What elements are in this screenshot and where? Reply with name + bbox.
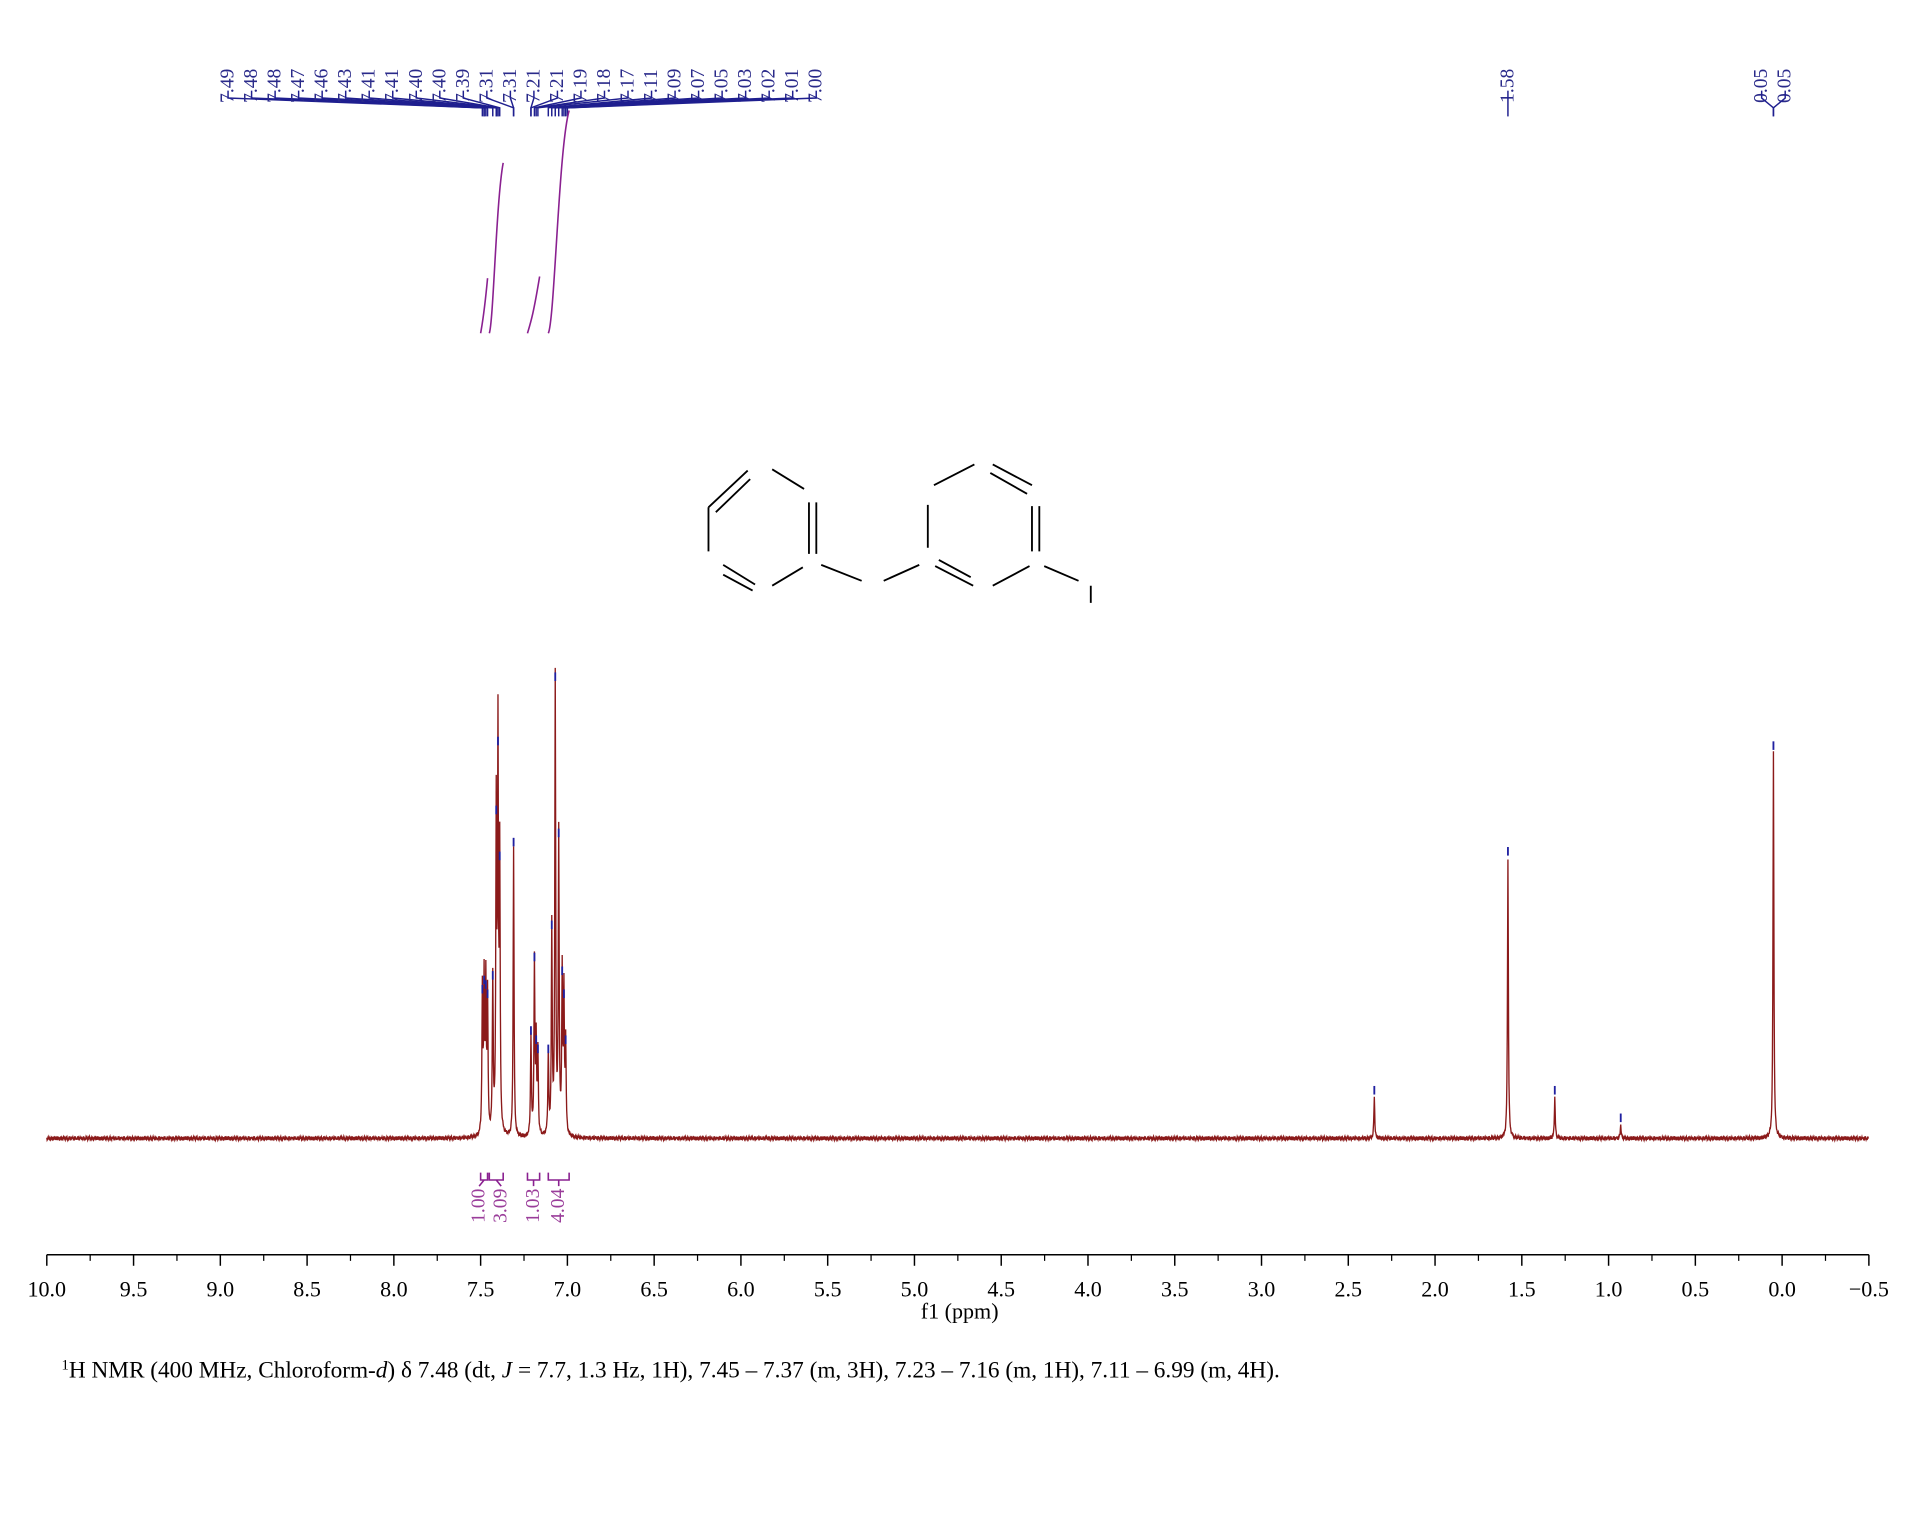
peak-connector <box>462 90 501 117</box>
peak-label: 7.43 <box>335 68 356 102</box>
integral-bracket <box>526 1172 541 1187</box>
peak-label: 7.03 <box>735 68 756 102</box>
peak-connector <box>547 90 653 117</box>
integral-curve <box>479 278 489 334</box>
integral-bracket <box>547 1172 570 1187</box>
x-tick-label: 3.0 <box>1248 1276 1276 1301</box>
peak-label: 7.31 <box>476 69 497 103</box>
peak-label: 7.09 <box>665 69 686 103</box>
peak-label: 0.05 <box>1751 68 1772 102</box>
peak-label: 7.07 <box>688 68 709 102</box>
peak-label: 7.19 <box>570 69 591 103</box>
x-tick-label: 3.5 <box>1161 1276 1189 1301</box>
peak-connector <box>344 90 494 117</box>
x-tick-label: 2.0 <box>1421 1276 1449 1301</box>
caption-part: = 7.7, 1.3 Hz, 1H), 7.45 – 7.37 (m, 3H),… <box>512 1357 1280 1383</box>
integral-label: 1.00 <box>469 1188 490 1222</box>
peak-label: 7.39 <box>453 69 474 103</box>
peak-label: 7.41 <box>359 69 380 103</box>
integral-label: 1.03 <box>523 1188 544 1222</box>
x-tick-label: −0.5 <box>1849 1276 1889 1301</box>
x-tick-label: 8.0 <box>380 1276 408 1301</box>
peak-label: 7.31 <box>500 69 521 103</box>
x-axis-label: f1 (ppm) <box>921 1298 999 1323</box>
peak-label: 1.58 <box>1497 68 1518 102</box>
integral-bracket <box>488 1172 504 1187</box>
x-tick-label: 2.5 <box>1335 1276 1363 1301</box>
peak-label: 7.40 <box>429 68 450 102</box>
peak-label: 7.49 <box>218 69 239 103</box>
x-tick-label: 4.0 <box>1074 1276 1102 1301</box>
peak-label: 7.40 <box>406 68 427 102</box>
spectrum-trace <box>46 667 1870 1143</box>
peak-label: 7.21 <box>547 69 568 103</box>
peak-connector <box>554 90 700 117</box>
structure <box>707 463 1092 603</box>
peak-connector <box>533 90 582 117</box>
x-tick-label: 1.5 <box>1508 1276 1536 1301</box>
peak-connector <box>551 90 676 117</box>
x-tick-label: 6.5 <box>640 1276 668 1301</box>
x-tick-label: 0.0 <box>1768 1276 1796 1301</box>
peak-label: 7.02 <box>759 69 780 103</box>
integral-bracket <box>478 1172 489 1187</box>
caption-part: H NMR (400 MHz, Chloroform- <box>69 1357 376 1383</box>
x-tick-label: 6.0 <box>727 1276 755 1301</box>
peak-label: 7.48 <box>265 68 286 102</box>
integral-label: 3.09 <box>491 1189 512 1223</box>
peak-connector <box>566 90 817 117</box>
x-tick-label: 8.5 <box>293 1276 321 1301</box>
x-tick-label: 9.0 <box>207 1276 235 1301</box>
peak-connector <box>535 90 606 117</box>
x-tick-label: 4.5 <box>987 1276 1015 1301</box>
peak-connector <box>321 90 489 117</box>
caption-part: ) δ 7.48 (dt, <box>387 1357 501 1383</box>
peak-label: 7.41 <box>382 69 403 103</box>
peak-connector <box>439 90 499 117</box>
x-tick-label: 0.5 <box>1682 1276 1710 1301</box>
peak-label: 0.05 <box>1775 68 1796 102</box>
integral-curve <box>488 162 504 334</box>
x-tick-label: 9.5 <box>120 1276 148 1301</box>
peak-label: 7.46 <box>312 68 333 102</box>
peak-label: 7.01 <box>782 69 803 103</box>
caption: 1H NMR (400 MHz, Chloroform-d) δ 7.48 (d… <box>62 1357 1280 1383</box>
peak-label: 7.48 <box>241 68 262 102</box>
x-tick-label: 10.0 <box>28 1276 67 1301</box>
peak-connector <box>530 90 559 117</box>
peak-label: 7.11 <box>641 69 662 103</box>
integral-curve <box>526 276 541 334</box>
peak-label: 7.05 <box>712 68 733 102</box>
x-tick-label: 5.5 <box>814 1276 842 1301</box>
x-tick-label: 1.0 <box>1595 1276 1623 1301</box>
x-tick-label: 5.0 <box>901 1276 929 1301</box>
peak-connector <box>297 90 487 117</box>
caption-part: J <box>502 1357 514 1383</box>
caption-part: 1 <box>62 1357 69 1373</box>
bond <box>707 463 1092 603</box>
peak-label: 7.18 <box>594 68 615 102</box>
peak-connector <box>392 90 497 117</box>
peak-label: 7.00 <box>806 68 827 102</box>
peak-connector <box>1772 90 1786 117</box>
peak-label: 7.21 <box>523 69 544 103</box>
peak-label: 7.47 <box>288 68 309 102</box>
peak-connector <box>537 90 629 117</box>
caption-part: d <box>376 1357 388 1383</box>
x-tick-label: 7.0 <box>554 1276 582 1301</box>
x-tick-label: 7.5 <box>467 1276 495 1301</box>
peak-connector <box>509 90 515 117</box>
peak-label: 7.17 <box>618 68 639 102</box>
integral-label: 4.04 <box>548 1188 569 1222</box>
integral-curve <box>547 110 570 334</box>
